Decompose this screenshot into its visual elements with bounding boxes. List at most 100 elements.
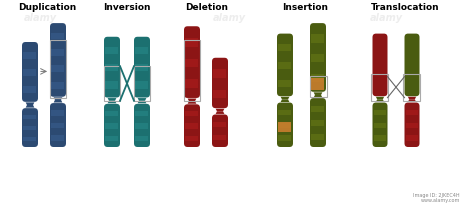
Polygon shape: [376, 97, 384, 99]
FancyBboxPatch shape: [310, 98, 326, 147]
Polygon shape: [216, 111, 224, 114]
Bar: [279, 110, 292, 115]
FancyBboxPatch shape: [184, 104, 200, 147]
Polygon shape: [188, 101, 196, 104]
Bar: [24, 114, 36, 119]
Text: Duplication: Duplication: [18, 3, 76, 12]
Text: alamy: alamy: [14, 192, 45, 201]
Bar: [24, 126, 36, 130]
Bar: [52, 110, 64, 116]
FancyBboxPatch shape: [404, 102, 419, 147]
Bar: [311, 34, 325, 43]
Polygon shape: [216, 109, 224, 111]
Bar: [136, 64, 148, 71]
Bar: [184, 40, 200, 101]
FancyBboxPatch shape: [184, 26, 200, 98]
Polygon shape: [314, 92, 322, 95]
Bar: [52, 65, 64, 72]
Bar: [106, 123, 118, 129]
Text: Inversion: Inversion: [103, 3, 151, 12]
FancyBboxPatch shape: [212, 114, 228, 147]
FancyBboxPatch shape: [50, 103, 66, 147]
Bar: [279, 122, 292, 132]
Bar: [213, 135, 227, 140]
Bar: [406, 123, 418, 128]
Bar: [134, 66, 150, 101]
Bar: [310, 76, 327, 97]
Bar: [406, 135, 418, 141]
Bar: [185, 38, 199, 47]
Bar: [106, 81, 118, 89]
Polygon shape: [54, 97, 63, 100]
Bar: [106, 64, 118, 71]
Bar: [403, 74, 420, 101]
Polygon shape: [26, 102, 35, 105]
Polygon shape: [137, 98, 146, 101]
Bar: [185, 59, 199, 67]
Bar: [406, 110, 418, 115]
Polygon shape: [408, 97, 416, 99]
Bar: [213, 89, 227, 98]
Polygon shape: [376, 99, 384, 102]
Bar: [136, 123, 148, 129]
FancyBboxPatch shape: [404, 34, 419, 96]
Text: Insertion: Insertion: [282, 3, 328, 12]
FancyBboxPatch shape: [310, 23, 326, 92]
FancyBboxPatch shape: [277, 34, 293, 96]
FancyBboxPatch shape: [134, 104, 150, 147]
Bar: [311, 54, 325, 62]
Bar: [52, 82, 64, 89]
Polygon shape: [54, 100, 63, 102]
Polygon shape: [314, 95, 322, 98]
Bar: [311, 78, 325, 90]
Bar: [279, 62, 292, 69]
Bar: [136, 47, 148, 54]
Bar: [279, 123, 292, 128]
FancyBboxPatch shape: [104, 37, 120, 97]
Text: Deletion: Deletion: [185, 3, 228, 12]
Polygon shape: [137, 101, 146, 103]
Bar: [374, 135, 386, 141]
Bar: [213, 122, 227, 127]
Bar: [311, 120, 325, 126]
Bar: [106, 111, 118, 116]
Text: alamy: alamy: [370, 13, 403, 23]
Bar: [24, 52, 36, 59]
Text: alamy: alamy: [213, 13, 246, 23]
Polygon shape: [408, 99, 416, 102]
Bar: [279, 135, 292, 141]
Bar: [279, 44, 292, 51]
Bar: [24, 86, 36, 93]
Bar: [311, 134, 325, 140]
Bar: [24, 137, 36, 142]
Bar: [24, 69, 36, 76]
Bar: [213, 69, 227, 78]
Text: alamy: alamy: [24, 13, 57, 23]
Text: Chromosome abnormalities: Chromosome abnormalities: [129, 164, 345, 178]
Bar: [374, 123, 386, 128]
FancyBboxPatch shape: [277, 102, 293, 147]
Bar: [185, 79, 199, 88]
Bar: [374, 110, 386, 115]
FancyBboxPatch shape: [373, 34, 388, 96]
Polygon shape: [281, 99, 290, 102]
Text: Translocation: Translocation: [371, 3, 439, 12]
Bar: [136, 111, 148, 116]
Bar: [50, 40, 66, 98]
Polygon shape: [281, 97, 290, 99]
Bar: [104, 66, 120, 101]
Polygon shape: [108, 101, 117, 103]
Polygon shape: [108, 98, 117, 101]
FancyBboxPatch shape: [212, 58, 228, 108]
Bar: [52, 33, 64, 39]
Bar: [279, 80, 292, 87]
Bar: [185, 123, 199, 129]
Bar: [311, 106, 325, 112]
Bar: [52, 135, 64, 141]
Polygon shape: [26, 105, 35, 108]
Bar: [311, 74, 325, 82]
FancyBboxPatch shape: [50, 23, 66, 97]
Bar: [52, 49, 64, 56]
Bar: [136, 81, 148, 89]
FancyBboxPatch shape: [22, 42, 38, 102]
